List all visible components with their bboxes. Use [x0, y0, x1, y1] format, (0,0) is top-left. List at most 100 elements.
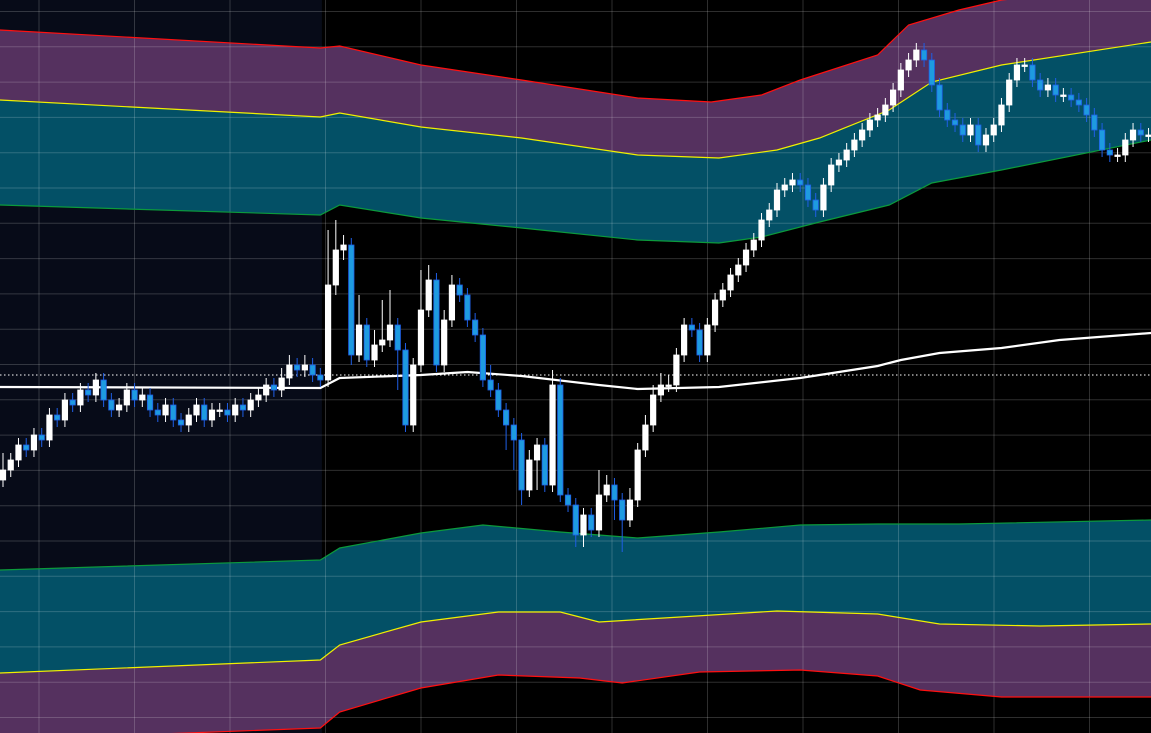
- candle-body-up: [673, 354, 680, 386]
- candle-body-down: [100, 379, 107, 401]
- candle-body-up: [820, 184, 827, 211]
- candle-body-down: [23, 444, 30, 451]
- candle-body-up: [324, 284, 332, 381]
- candle-body-down: [363, 324, 370, 361]
- candle-body-down: [170, 404, 177, 421]
- candle-body-down: [348, 244, 355, 356]
- candle-body-up: [410, 364, 417, 426]
- candle-body-down: [1075, 99, 1082, 106]
- candle-body-down: [495, 389, 502, 411]
- candle-body-down: [1083, 104, 1090, 116]
- upper-outer-band-fill: [0, 0, 1151, 158]
- candle-body-down: [696, 329, 703, 356]
- candle-body-down: [201, 404, 208, 421]
- candle-body-up: [843, 149, 850, 161]
- candle-body-down: [239, 404, 247, 411]
- candle-body-up: [139, 394, 146, 401]
- candle-body-up: [417, 309, 425, 366]
- candle-body-up: [371, 344, 378, 361]
- candle-body-up: [0, 469, 7, 481]
- candle-body-down: [38, 434, 45, 441]
- candle-body-down: [1091, 114, 1098, 131]
- candle-body-down: [146, 394, 154, 411]
- candle-body-up: [386, 324, 394, 341]
- candle-body-up: [665, 384, 672, 387]
- candle-body-up: [1021, 64, 1028, 67]
- candle-body-down: [69, 399, 76, 406]
- candle-body-up: [123, 389, 130, 406]
- candle-body-down: [588, 514, 595, 531]
- candle-body-up: [859, 129, 866, 141]
- candle-body-up: [851, 139, 858, 151]
- candle-body-up: [719, 289, 726, 301]
- candle-body-up: [1013, 64, 1021, 81]
- candle-body-up: [727, 274, 734, 291]
- candle-body-up: [301, 364, 308, 371]
- candle-body-up: [77, 389, 84, 406]
- candle-body-up: [92, 379, 99, 396]
- candle-body-up: [30, 434, 38, 451]
- candle-body-down: [944, 109, 951, 121]
- candle-body-down: [402, 349, 409, 426]
- candle-body-up: [990, 124, 997, 136]
- candle-body-down: [177, 419, 185, 426]
- candle-body-down: [54, 414, 61, 421]
- lower-outer-band-line: [170, 669, 1151, 733]
- candle-body-up: [1145, 134, 1151, 137]
- candle-body-down: [936, 84, 943, 111]
- upper-outer-band-line: [0, 0, 1008, 103]
- candle-body-down: [619, 499, 626, 521]
- candle-body-up: [232, 404, 239, 416]
- candle-body-up: [828, 164, 835, 186]
- lower-outer-band-fill: [0, 611, 1151, 733]
- candle-body-down: [1106, 149, 1113, 156]
- candle-body-down: [1052, 84, 1059, 96]
- candle-body-down: [572, 504, 579, 536]
- candle-body-down: [294, 364, 301, 371]
- candle-body-down: [224, 409, 231, 416]
- candle-body-down: [557, 384, 564, 496]
- candle-body-down: [812, 199, 819, 211]
- candle-body-up: [425, 279, 432, 311]
- candle-body-up: [789, 179, 796, 186]
- candle-body-up: [549, 384, 556, 486]
- candle-body-down: [804, 184, 812, 201]
- candle-body-down: [1037, 79, 1044, 91]
- candle-body-up: [162, 404, 169, 416]
- candle-body-up: [642, 424, 649, 451]
- candle-body-up: [15, 444, 22, 461]
- lower-mid-band-line: [0, 610, 1151, 674]
- candle-body-up: [750, 239, 757, 251]
- candle-body-down: [464, 294, 471, 321]
- candle-body-down: [688, 324, 695, 331]
- candle-body-up: [982, 134, 990, 146]
- candle-body-up: [626, 499, 634, 521]
- candle-body-up: [882, 104, 889, 116]
- candle-body-up: [185, 414, 192, 426]
- candle-body-down: [1029, 64, 1036, 81]
- candle-body-up: [998, 104, 1005, 126]
- candle-body-down: [920, 49, 928, 61]
- candle-body-down: [959, 124, 966, 136]
- candle-body-up: [208, 409, 216, 421]
- candle-body-down: [479, 334, 486, 381]
- candle-body-up: [526, 459, 533, 491]
- candle-body-down: [472, 319, 479, 336]
- candle-body-up: [913, 49, 920, 61]
- candle-body-up: [1006, 79, 1013, 106]
- candle-body-up: [866, 119, 873, 131]
- candle-body-up: [1129, 129, 1137, 141]
- candle-body-down: [564, 494, 572, 506]
- candle-body-up: [193, 404, 200, 416]
- candle-body-up: [1044, 84, 1051, 91]
- lower-inner-band-fill: [0, 520, 1151, 673]
- candle-body-down: [951, 119, 959, 126]
- candle-body-up: [1122, 139, 1129, 156]
- candle-body-up: [116, 404, 123, 411]
- candle-body-up: [216, 409, 223, 412]
- candle-body-down: [108, 399, 115, 411]
- upper-inner-band-fill: [0, 42, 1151, 243]
